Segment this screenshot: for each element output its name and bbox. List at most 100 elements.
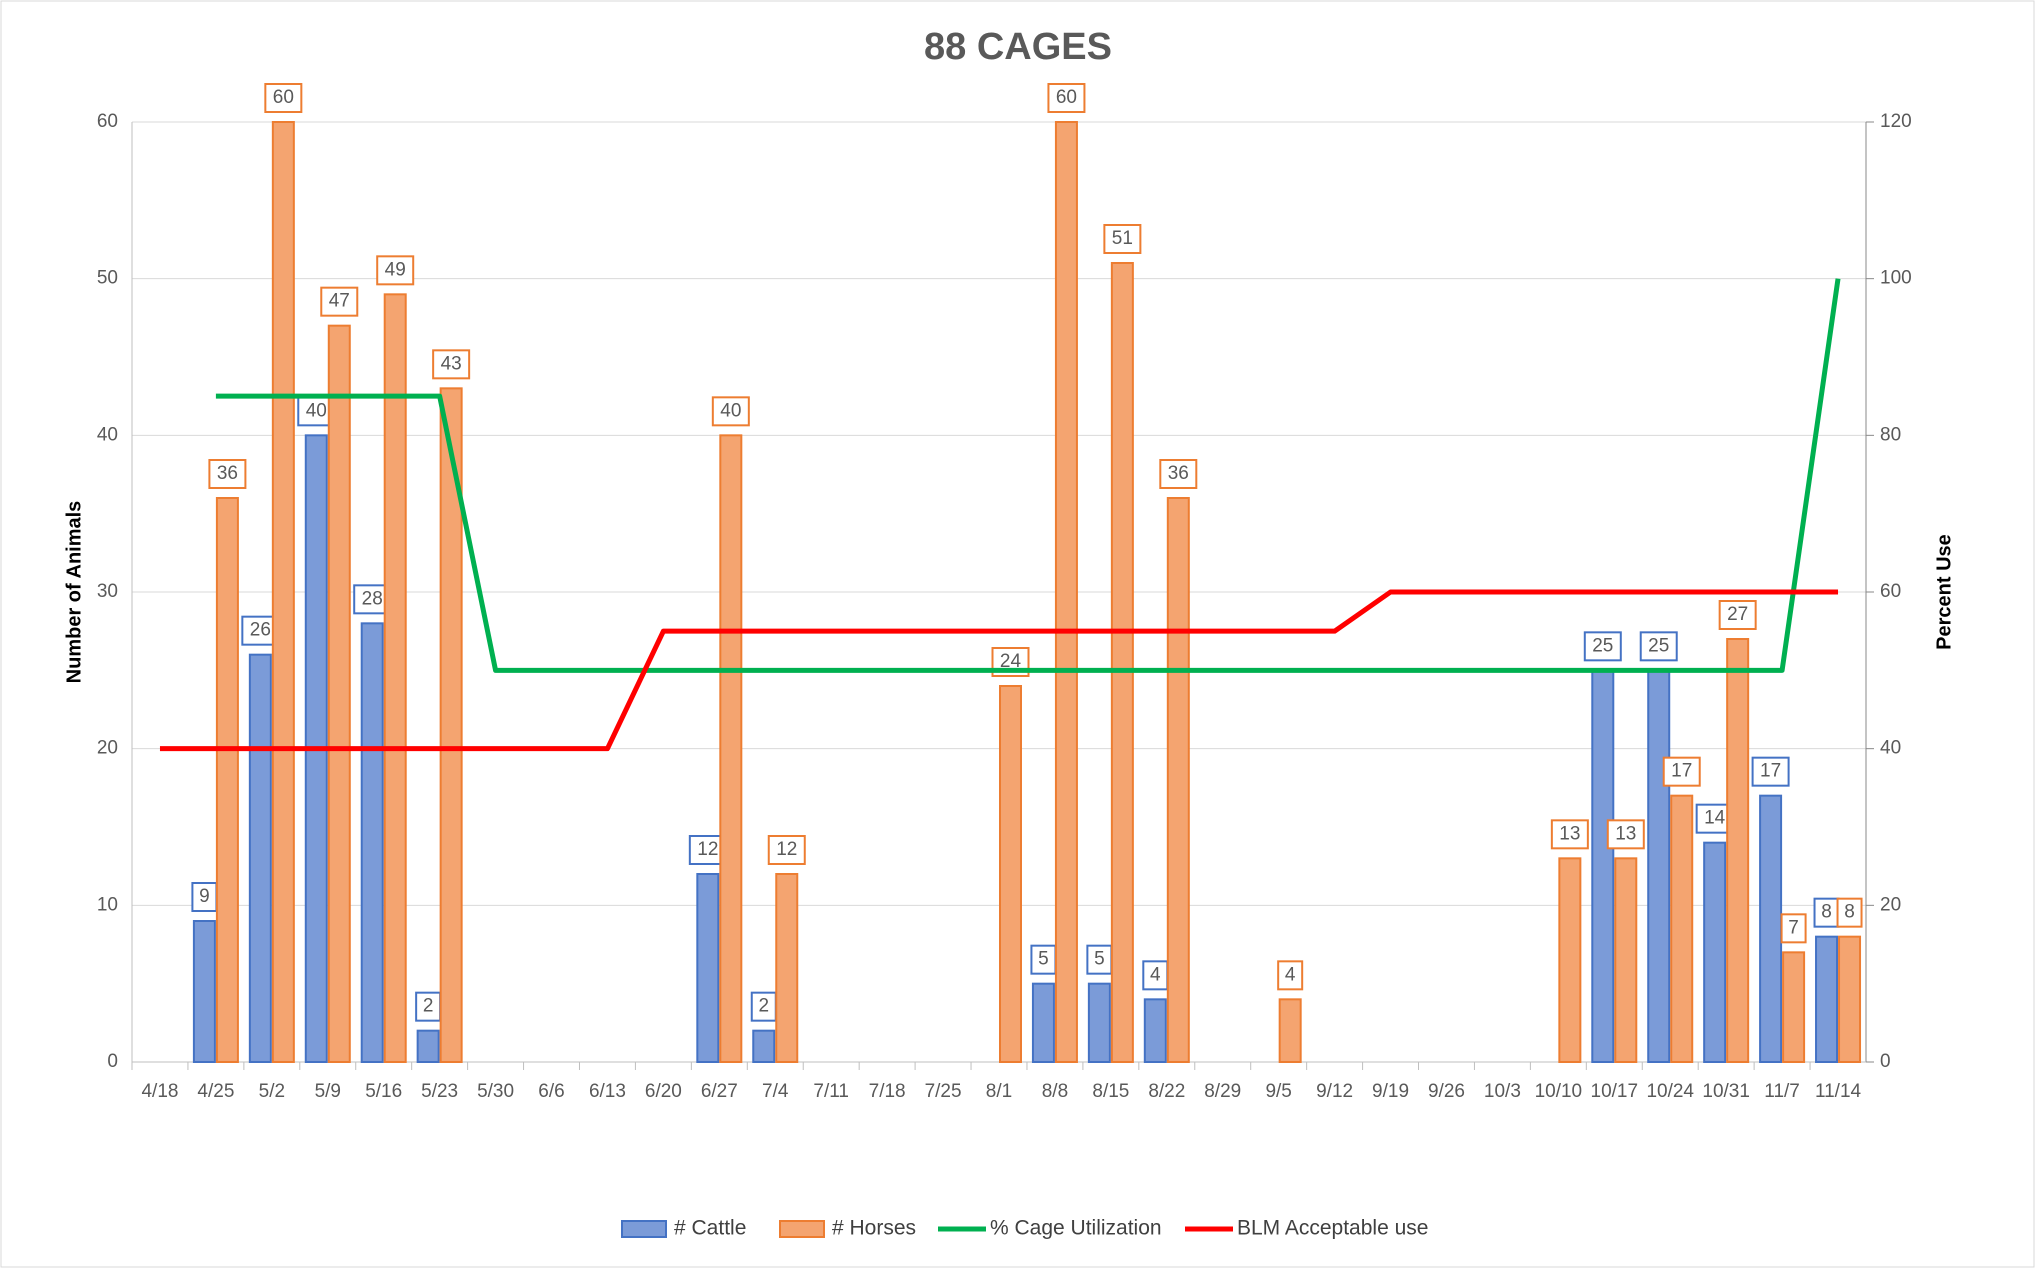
y-tick-label: 10 xyxy=(97,894,118,915)
y-axis-title: Number of Animals xyxy=(63,501,85,684)
data-label: 60 xyxy=(273,87,294,108)
data-label-box xyxy=(320,286,359,317)
y-tick-label: 50 xyxy=(97,268,118,289)
data-label-box xyxy=(1718,600,1757,630)
y2-tick-label: 80 xyxy=(1880,424,1901,445)
x-tick-label: 8/15 xyxy=(1092,1081,1129,1102)
data-label-box xyxy=(1550,819,1589,850)
bar xyxy=(1087,982,1111,1064)
bar xyxy=(439,387,463,1064)
x-tick-label: 10/3 xyxy=(1484,1081,1521,1102)
legend-swatch xyxy=(779,1220,825,1238)
x-tick-label: 5/2 xyxy=(259,1081,285,1102)
bar xyxy=(1054,121,1078,1063)
data-label: 24 xyxy=(1000,651,1022,672)
data-label-box xyxy=(432,349,471,380)
data-label-box xyxy=(1583,631,1622,662)
x-tick-label: 5/23 xyxy=(421,1081,458,1102)
x-tick-label: 10/10 xyxy=(1535,1081,1583,1102)
bar xyxy=(1670,794,1694,1064)
x-tick-label: 9/26 xyxy=(1428,1081,1465,1102)
x-tick-label: 11/7 xyxy=(1764,1081,1800,1102)
data-label: 5 xyxy=(1038,949,1049,970)
data-label: 25 xyxy=(1648,635,1669,656)
y-tick-label: 0 xyxy=(107,1051,118,1072)
bar xyxy=(360,622,384,1063)
x-tick-label: 5/9 xyxy=(315,1081,341,1102)
data-label: 7 xyxy=(1788,917,1799,938)
x-tick-label: 5/16 xyxy=(365,1081,402,1102)
data-label: 40 xyxy=(306,400,327,421)
bar xyxy=(248,653,272,1064)
data-label: 2 xyxy=(758,996,769,1017)
bar xyxy=(1614,857,1638,1063)
bar xyxy=(1591,669,1615,1063)
bar xyxy=(696,873,720,1063)
data-label: 36 xyxy=(1168,463,1189,484)
data-label: 4 xyxy=(1285,964,1296,985)
y2-tick-label: 20 xyxy=(1880,894,1901,915)
bar xyxy=(1726,638,1750,1063)
data-label-box xyxy=(1836,897,1863,928)
data-label: 2 xyxy=(423,996,434,1017)
x-tick-label: 8/29 xyxy=(1204,1081,1241,1102)
bar xyxy=(1703,841,1727,1064)
data-label: 36 xyxy=(217,463,238,484)
data-label: 13 xyxy=(1559,823,1580,844)
bar xyxy=(192,920,216,1063)
legend-label: % Cage Utilization xyxy=(990,1217,1162,1240)
data-label: 17 xyxy=(1671,761,1692,782)
x-tick-label: 8/8 xyxy=(1042,1081,1068,1102)
data-label-box xyxy=(1159,459,1198,489)
x-tick-label: 10/31 xyxy=(1702,1081,1750,1102)
x-tick-label: 4/18 xyxy=(141,1081,178,1102)
bar xyxy=(999,685,1022,1063)
bar xyxy=(752,1029,776,1063)
legend-label: # Cattle xyxy=(674,1217,746,1240)
data-label-box xyxy=(264,83,303,113)
data-label-box xyxy=(1751,756,1790,787)
bar xyxy=(271,121,295,1063)
y2-tick-label: 40 xyxy=(1880,738,1901,759)
data-label-box xyxy=(1606,819,1645,850)
bar xyxy=(1278,998,1302,1063)
x-tick-label: 8/1 xyxy=(986,1081,1012,1102)
y2-axis-title: Percent Use xyxy=(1933,534,1955,650)
x-tick-label: 7/18 xyxy=(869,1081,906,1102)
data-label: 12 xyxy=(697,839,718,860)
x-tick-label: 10/24 xyxy=(1646,1081,1694,1102)
bar xyxy=(775,873,799,1063)
y2-tick-label: 0 xyxy=(1880,1051,1891,1072)
bar xyxy=(416,1029,440,1063)
data-label: 51 xyxy=(1112,228,1133,249)
x-tick-label: 9/19 xyxy=(1372,1081,1409,1102)
data-label: 49 xyxy=(385,259,406,280)
x-tick-label: 6/6 xyxy=(538,1081,564,1102)
data-label-box xyxy=(767,835,806,865)
bar xyxy=(215,497,239,1063)
data-label: 17 xyxy=(1760,761,1781,782)
data-label-box xyxy=(1103,224,1142,254)
data-label: 9 xyxy=(199,886,210,907)
x-tick-label: 6/13 xyxy=(589,1081,626,1102)
data-label: 28 xyxy=(362,588,383,609)
data-label: 27 xyxy=(1727,604,1748,625)
data-label-box xyxy=(1030,944,1057,975)
data-label: 13 xyxy=(1615,823,1636,844)
legend-swatch xyxy=(621,1220,667,1238)
x-tick-label: 7/25 xyxy=(925,1081,962,1102)
data-label: 25 xyxy=(1592,635,1613,656)
bar xyxy=(1782,951,1806,1063)
x-tick-label: 9/12 xyxy=(1316,1081,1353,1102)
x-tick-label: 7/4 xyxy=(762,1081,789,1102)
bar xyxy=(1838,935,1862,1064)
data-label: 12 xyxy=(776,839,797,860)
x-tick-label: 10/17 xyxy=(1591,1081,1639,1102)
data-label-box xyxy=(376,255,415,286)
bar xyxy=(719,434,743,1064)
data-label: 26 xyxy=(250,620,271,641)
data-label-box xyxy=(711,396,750,427)
y-tick-label: 60 xyxy=(97,111,118,132)
bar xyxy=(1759,794,1783,1064)
